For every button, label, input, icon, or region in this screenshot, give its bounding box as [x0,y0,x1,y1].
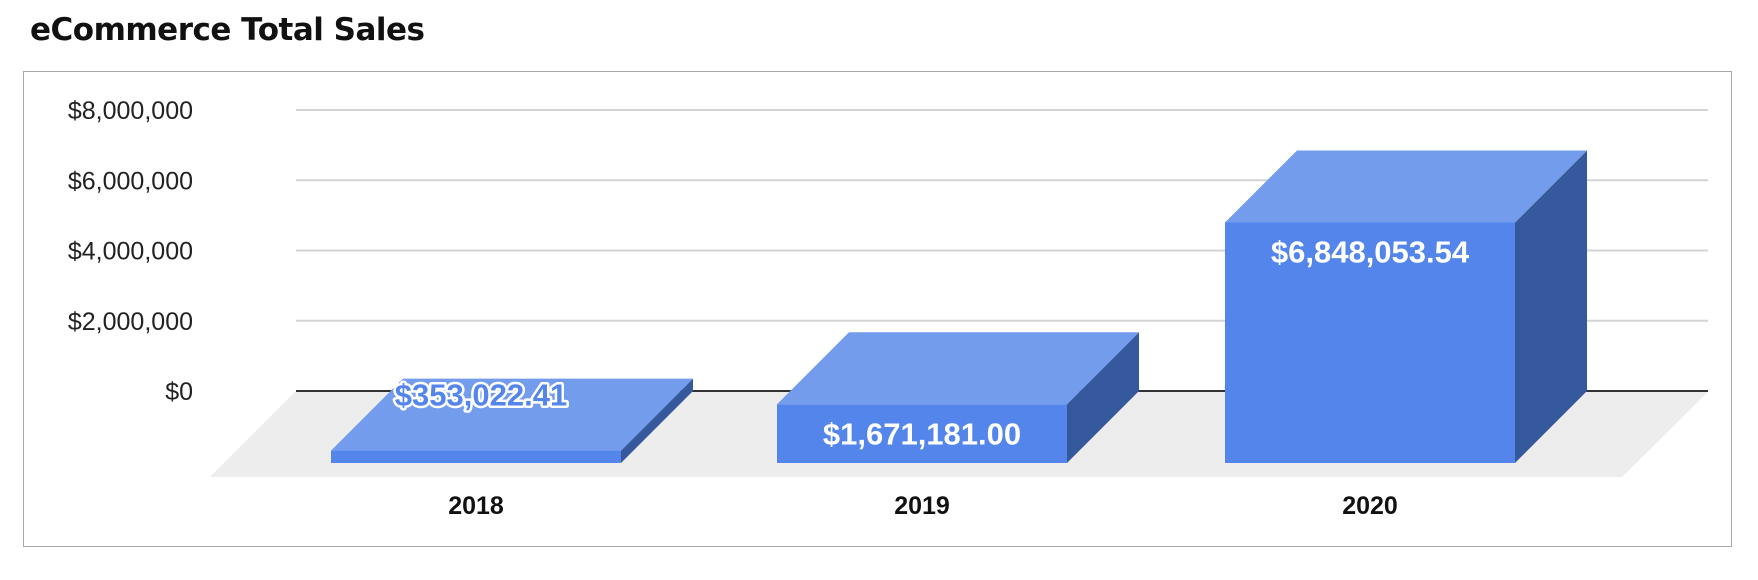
x-axis-tick-label: 2020 [1342,492,1398,520]
x-axis-tick-label: 2019 [894,492,950,520]
bar-side-face [1067,332,1139,463]
bar-top-face [1225,150,1587,223]
bar-value-label: $1,671,181.00 [823,416,1021,451]
bar-front-face [777,404,1067,463]
y-axis-tick-label: $0 [165,378,193,406]
bars: $353,022.41 $1,671,181.00 $6,848,053.54 [331,150,1587,464]
bar-top-face [331,378,693,451]
bar-side-face [621,378,693,463]
bar-front-face [1225,222,1515,463]
bar-value-label: $353,022.41 [395,378,567,413]
bar-value-label: $6,848,053.54 [1271,234,1470,269]
x-axis-tick-label: 2018 [448,492,504,520]
bar-top-face [777,332,1139,405]
x-axis-labels: 2018 2019 2020 [448,492,1398,520]
y-axis-tick-label: $2,000,000 [68,308,193,336]
bar-front-face [331,450,621,463]
bar-2019[interactable]: $1,671,181.00 [777,332,1139,463]
y-axis-tick-label: $6,000,000 [68,167,193,195]
chart-title: eCommerce Total Sales [30,12,425,48]
bar-2020[interactable]: $6,848,053.54 [1225,150,1587,464]
bar-2018[interactable]: $353,022.41 [331,375,693,463]
y-axis-tick-label: $8,000,000 [68,97,193,125]
y-axis-tick-label: $4,000,000 [68,238,193,266]
y-axis-labels: $0 $2,000,000 $4,000,000 $6,000,000 $8,000,0… [68,97,193,406]
bar-side-face [1515,150,1587,464]
